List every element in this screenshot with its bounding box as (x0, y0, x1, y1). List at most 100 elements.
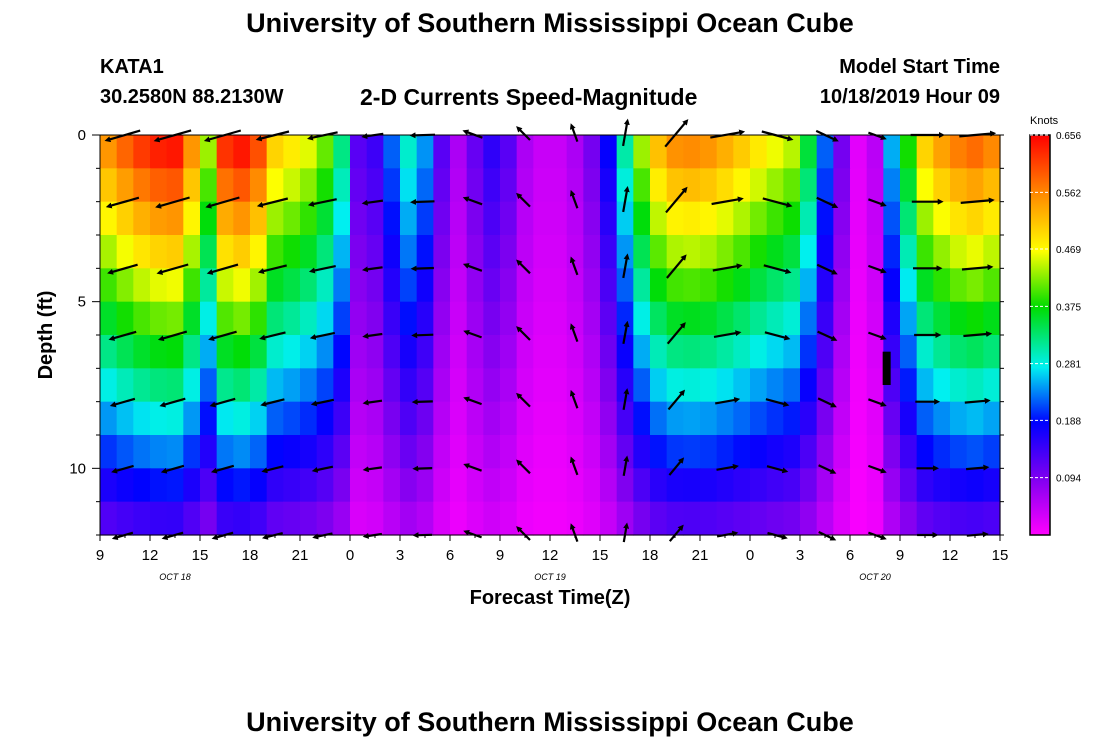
current-vector (818, 464, 837, 474)
heatmap-cell (933, 201, 951, 236)
heatmap-cell (583, 201, 601, 236)
heatmap-cell (966, 235, 984, 269)
heatmap-cell (633, 335, 651, 369)
heatmap-cell (666, 368, 684, 403)
heatmap-cell (300, 168, 318, 203)
heatmap-cell (550, 168, 568, 203)
current-vector (462, 263, 483, 272)
heatmap-cell (783, 168, 801, 203)
heatmap-cell (783, 201, 801, 236)
heatmap-cell (650, 435, 668, 469)
heatmap-cell (600, 168, 618, 203)
heatmap-cell (566, 168, 584, 203)
x-tick-label: 9 (896, 547, 904, 564)
heatmap-cell (333, 368, 351, 403)
heatmap-cell (466, 368, 484, 403)
heatmap-cell (516, 468, 534, 503)
heatmap-cell (116, 301, 134, 336)
current-vector (666, 254, 687, 279)
heatmap-cell (816, 268, 834, 303)
current-vector (569, 456, 579, 476)
current-vector (666, 322, 686, 345)
heatmap-cell (100, 501, 118, 536)
heatmap-cell (750, 335, 768, 369)
heatmap-cell (416, 301, 434, 336)
heatmap-cell (466, 268, 484, 303)
heatmap-cell (866, 235, 884, 269)
heatmap-cell (766, 501, 784, 536)
heatmap-cell (366, 235, 384, 269)
heatmap-cell (200, 468, 218, 503)
heatmap-cell (866, 268, 884, 303)
heatmap-cell (650, 301, 668, 336)
heatmap-cell (833, 401, 851, 436)
heatmap-cell (550, 268, 568, 303)
heatmap-cell (150, 435, 168, 469)
heatmap-cell (233, 201, 251, 236)
heatmap-cell (550, 368, 568, 403)
heatmap-cell (333, 201, 351, 236)
heatmap-cell (600, 135, 618, 169)
heatmap-cell (733, 335, 751, 369)
page-title: University of Southern Mississippi Ocean… (246, 8, 854, 38)
heatmap-cell (550, 401, 568, 436)
heatmap-cell (516, 335, 534, 369)
heatmap-cell (983, 168, 1001, 203)
heatmap-cell (566, 468, 584, 503)
heatmap-cell (250, 268, 268, 303)
heatmap-cell (683, 468, 701, 503)
heatmap-cell (666, 135, 684, 169)
current-vector (462, 196, 483, 206)
heatmap-cell (866, 135, 884, 169)
current-vector (766, 465, 789, 474)
heatmap-cell (450, 501, 468, 536)
heatmap-cell (766, 301, 784, 336)
heatmap-cell (366, 268, 384, 303)
heatmap-cell (800, 201, 818, 236)
heatmap-cell (766, 201, 784, 236)
heatmap-cell (183, 235, 201, 269)
heatmap-cell (433, 235, 451, 269)
heatmap-cell (583, 301, 601, 336)
heatmap-cell (166, 401, 184, 436)
heatmap-cell (700, 268, 718, 303)
heatmap-cell (366, 435, 384, 469)
heatmap-cell (850, 168, 868, 203)
current-vector (309, 331, 336, 340)
heatmap-cell (833, 435, 851, 469)
colorbar-tick-label: 0.469 (1056, 245, 1081, 256)
heatmap-cell (750, 368, 768, 403)
heatmap-cell (233, 468, 251, 503)
heatmap-cell (633, 168, 651, 203)
heatmap-cell (933, 301, 951, 336)
heatmap-cell (100, 235, 118, 269)
heatmap-cell (766, 368, 784, 403)
heatmap-cell (733, 301, 751, 336)
heatmap-cell (900, 468, 918, 503)
heatmap-cell (716, 335, 734, 369)
heatmap-cell (133, 435, 151, 469)
y-tick-label: 10 (69, 460, 86, 477)
heatmap-cell (316, 168, 334, 203)
heatmap-cell (833, 501, 851, 536)
current-vector (463, 329, 482, 339)
heatmap-cell (716, 268, 734, 303)
chart-subtitle: 2-D Currents Speed-Magnitude (360, 84, 698, 110)
heatmap-cell (500, 368, 518, 403)
heatmap-cell (583, 401, 601, 436)
heatmap-cell (383, 268, 401, 303)
heatmap-cell (100, 168, 118, 203)
heatmap-cell (900, 135, 918, 169)
heatmap-cell (333, 501, 351, 536)
heatmap-cell (233, 501, 251, 536)
heatmap-cell (433, 201, 451, 236)
heatmap-cell (866, 335, 884, 369)
heatmap-cell (666, 501, 684, 536)
heatmap-cell (450, 235, 468, 269)
heatmap-cell (350, 301, 368, 336)
x-tick-label: 21 (692, 547, 709, 564)
heatmap-cell (816, 368, 834, 403)
heatmap-cell (616, 501, 634, 536)
heatmap-cell (866, 468, 884, 503)
heatmap-cell (916, 435, 934, 469)
